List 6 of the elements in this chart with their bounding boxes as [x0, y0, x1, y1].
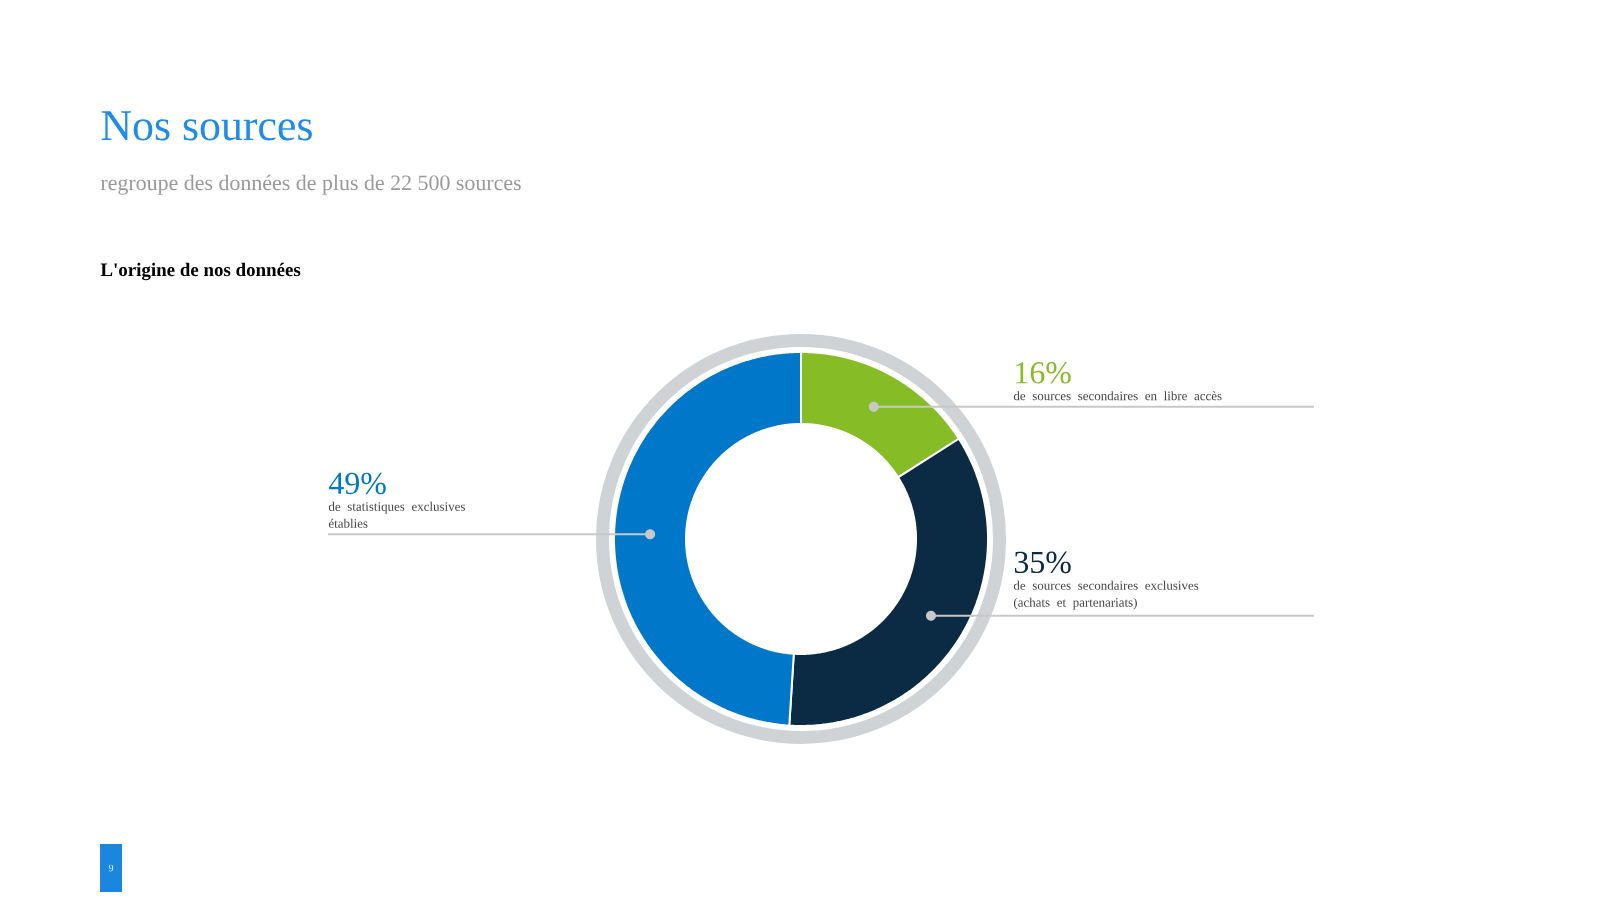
data-label: 49%	[329, 472, 386, 495]
chart-subtitle: regroupe des données de plus de 22 500 sources	[100, 174, 521, 195]
text: L'origine de nos données	[100, 262, 301, 281]
data-label: 16%	[1016, 362, 1071, 384]
data-label: 35%	[1014, 551, 1071, 574]
chart-title: Nos sources	[101, 111, 312, 141]
